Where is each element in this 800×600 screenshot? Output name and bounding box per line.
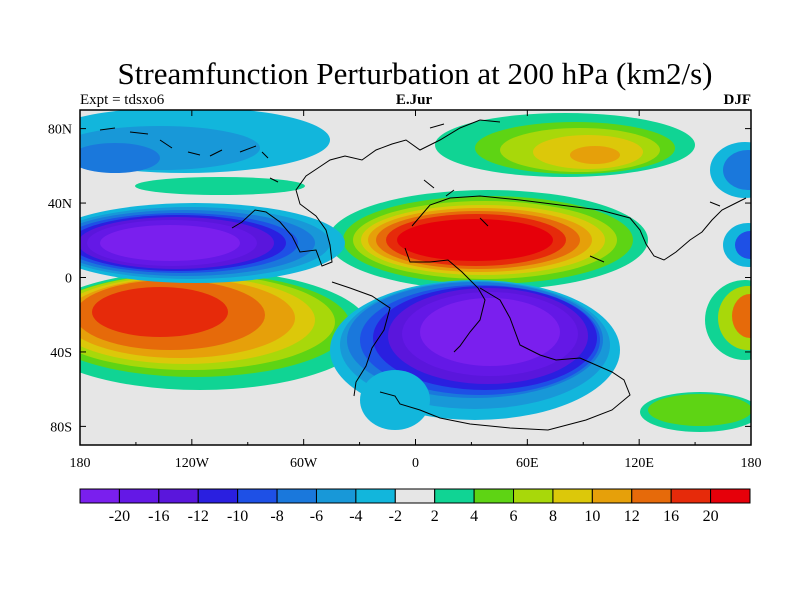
colorbar-swatch — [552, 488, 593, 504]
coastline-africa-eurasia — [379, 247, 631, 431]
colorbar-swatch — [355, 488, 396, 504]
coastlines — [99, 119, 747, 431]
colorbar-swatch — [473, 488, 515, 504]
colorbar-label: -4 — [349, 508, 362, 525]
contour-south-pacific-high — [80, 270, 370, 390]
colorbar-swatch — [710, 488, 751, 504]
colorbar-swatch — [631, 488, 672, 504]
colorbar-swatch — [158, 488, 199, 504]
contour-afro-asian-high — [328, 190, 648, 290]
y-tick-label: 40S — [50, 346, 72, 361]
colorbar-swatch — [315, 488, 357, 504]
colorbar-swatch — [434, 488, 475, 504]
coastline-south-america — [331, 281, 391, 397]
colorbar-swatch — [591, 488, 633, 504]
center-string: E.Jur — [396, 92, 433, 108]
x-tick-label: 120W — [175, 456, 210, 471]
colorbar-label: 12 — [624, 508, 640, 525]
contour-field — [80, 110, 751, 445]
colorbar-label: -2 — [389, 508, 402, 525]
colorbar-label: 4 — [470, 508, 478, 525]
coastline-europe-asia — [411, 195, 747, 261]
chart-title: Streamfunction Perturbation at 200 hPa (… — [118, 56, 713, 91]
coastline-arctic-islands — [99, 123, 721, 263]
contour-north-pacific-low — [80, 203, 345, 283]
contour-arctic-canada-low — [80, 110, 751, 430]
plot-area: 180 120W 60W 0 60E 120E 180 80N 40N 0 40S 80S — [48, 109, 762, 471]
colorbar-label: 10 — [584, 508, 600, 525]
colorbar-label: -10 — [227, 508, 248, 525]
colorbar-swatch — [118, 488, 160, 504]
colorbar-label: 2 — [431, 508, 439, 525]
colorbar-swatch — [79, 488, 120, 504]
y-axis: 80N 40N 0 40S 80S — [48, 123, 751, 435]
y-tick-label: 80N — [48, 123, 72, 138]
right-string: DJF — [724, 92, 752, 108]
y-tick-label: 0 — [65, 272, 72, 287]
x-tick-label: 60W — [290, 456, 318, 471]
colorbar-label: 20 — [703, 508, 719, 525]
left-string: Expt = tdsxo6 — [80, 92, 165, 108]
colorbar-swatch — [670, 488, 712, 504]
x-tick-label: 120E — [624, 456, 654, 471]
x-tick-label: 0 — [412, 456, 419, 471]
colorbar-label: 8 — [549, 508, 557, 525]
colorbar-swatch — [237, 488, 278, 504]
colorbar-label: 16 — [663, 508, 679, 525]
contour-atlantic-high — [135, 177, 751, 432]
coastline-north-america — [231, 119, 501, 267]
colorbar-swatch — [394, 488, 436, 504]
x-axis: 180 120W 60W 0 60E 120E 180 — [70, 110, 762, 471]
colorbar-label: 6 — [510, 508, 518, 525]
colorbar: -20 -16 -12 -10 -8 -6 -4 -2 2 4 6 8 10 12 16 20 — [79, 488, 751, 525]
colorbar-label: -20 — [109, 508, 130, 525]
colorbar-label: -8 — [270, 508, 283, 525]
y-tick-label: 40N — [48, 197, 72, 212]
x-tick-label: 180 — [70, 456, 91, 471]
colorbar-swatch — [513, 488, 554, 504]
colorbar-swatch — [197, 488, 239, 504]
y-tick-label: 80S — [50, 420, 72, 435]
colorbar-label: -6 — [310, 508, 323, 525]
x-tick-label: 180 — [741, 456, 762, 471]
colorbar-label: -16 — [148, 508, 169, 525]
contour-arctic-siberia-high — [435, 113, 695, 177]
colorbar-label: -12 — [188, 508, 209, 525]
colorbar-swatch — [276, 488, 317, 504]
x-tick-label: 60E — [516, 456, 539, 471]
